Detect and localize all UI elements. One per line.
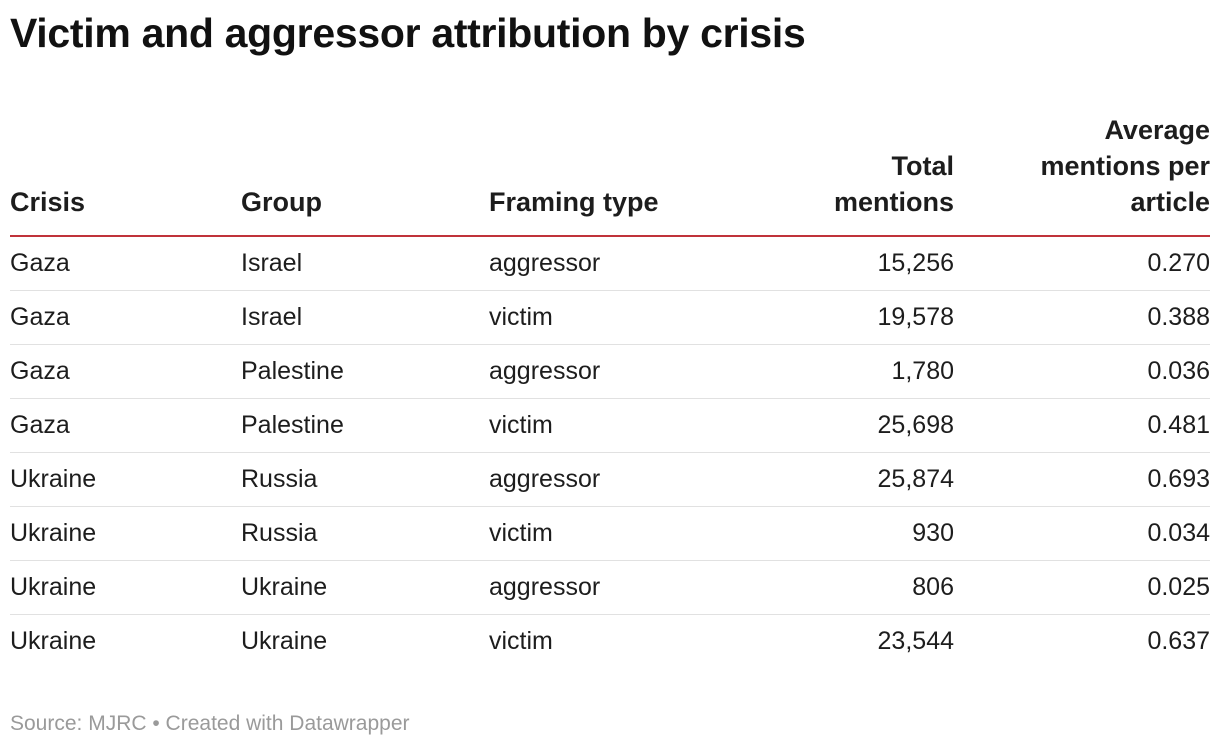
cell-average-mentions: 0.036 [954, 344, 1210, 399]
table-row: Ukraine Ukraine victim 23,544 0.637 [10, 615, 1210, 669]
cell-group: Israel [241, 290, 489, 345]
cell-framing-type: aggressor [489, 452, 730, 507]
cell-crisis: Ukraine [10, 627, 97, 655]
cell-total-mentions: 25,698 [730, 398, 954, 453]
table-row: Ukraine Russia aggressor 25,874 0.693 [10, 452, 1210, 507]
cell-framing-type: aggressor [489, 236, 730, 291]
cell-average-mentions: 0.034 [954, 506, 1210, 561]
cell-average-mentions: 0.388 [954, 290, 1210, 345]
cell-crisis: Gaza [10, 398, 241, 453]
table-body: Gaza Israel aggressor 15,256 0.270 Gaza Israel… [10, 236, 1210, 668]
cell-framing-type: victim [489, 398, 730, 453]
cell-group: Israel [241, 236, 489, 291]
header-row: Crisis Group Framing type Total mentions… [10, 112, 1210, 237]
cell-average-mentions: 0.481 [954, 398, 1210, 453]
cell-average-mentions: 0.270 [954, 236, 1210, 291]
column-header-framing-type[interactable]: Framing type [489, 112, 730, 237]
cell-average-mentions: 0.025 [954, 560, 1210, 615]
table-row: Gaza Palestine aggressor 1,780 0.036 [10, 344, 1210, 399]
table-row: Ukraine Ukraine aggressor 806 0.025 [10, 560, 1210, 615]
cell-crisis: Gaza [10, 290, 241, 345]
cell-total-mentions: 930 [730, 506, 954, 561]
chart-title: Victim and aggressor attribution by cris… [10, 10, 806, 56]
cell-group: Palestine [241, 398, 489, 453]
source-note: Source: MJRC • Created with Datawrapper [10, 712, 410, 735]
table-row: Ukraine Russia victim 930 0.034 [10, 506, 1210, 561]
cell-group: Palestine [241, 344, 489, 399]
cell-total-mentions: 23,544 [877, 627, 954, 655]
cell-framing-type: victim [489, 506, 730, 561]
cell-framing-type: aggressor [489, 344, 730, 399]
cell-group: Russia [241, 506, 489, 561]
cell-framing-type: victim [489, 627, 553, 655]
cell-total-mentions: 1,780 [730, 344, 954, 399]
table-row: Gaza Israel victim 19,578 0.388 [10, 290, 1210, 345]
cell-framing-type: victim [489, 290, 730, 345]
cell-total-mentions: 15,256 [730, 236, 954, 291]
column-header-crisis[interactable]: Crisis [10, 112, 241, 237]
cell-framing-type: aggressor [489, 560, 730, 615]
cell-group: Ukraine [241, 560, 489, 615]
cell-crisis: Gaza [10, 236, 241, 291]
column-header-total-mentions[interactable]: Total mentions [730, 112, 954, 237]
cell-group: Ukraine [241, 627, 328, 655]
data-table: Crisis Group Framing type Total mentions… [10, 112, 1210, 668]
column-header-group[interactable]: Group [241, 112, 489, 237]
cell-crisis: Ukraine [10, 452, 241, 507]
cell-crisis: Ukraine [10, 506, 241, 561]
cell-average-mentions: 0.637 [1147, 627, 1210, 655]
cell-crisis: Gaza [10, 344, 241, 399]
cell-group: Russia [241, 452, 489, 507]
cell-total-mentions: 19,578 [730, 290, 954, 345]
cell-total-mentions: 25,874 [730, 452, 954, 507]
cell-total-mentions: 806 [730, 560, 954, 615]
column-header-average-mentions[interactable]: Average mentions per article [954, 112, 1210, 237]
cell-average-mentions: 0.693 [954, 452, 1210, 507]
table-row: Gaza Israel aggressor 15,256 0.270 [10, 236, 1210, 291]
cell-crisis: Ukraine [10, 560, 241, 615]
table-row: Gaza Palestine victim 25,698 0.481 [10, 398, 1210, 453]
